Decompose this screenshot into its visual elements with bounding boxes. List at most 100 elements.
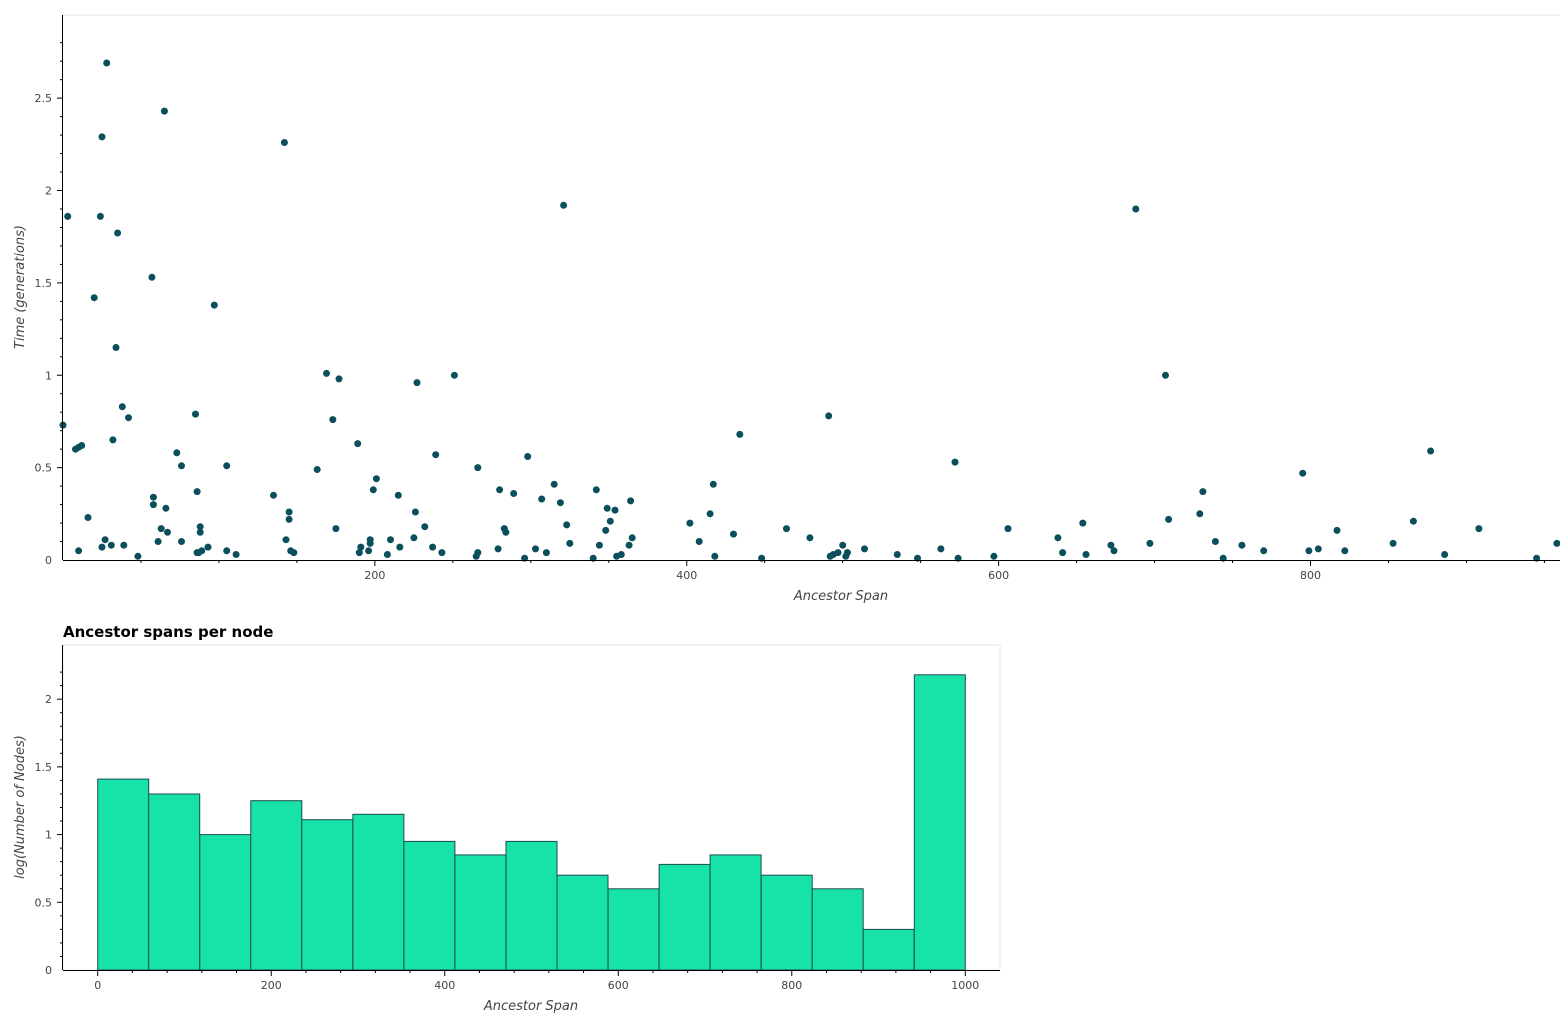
scatter-y-tick-label: 2.5 (35, 92, 53, 105)
scatter-point (1146, 539, 1154, 547)
histogram-y-tick-label: 2 (45, 693, 52, 706)
scatter-point (1054, 534, 1062, 542)
scatter-point (1299, 469, 1307, 477)
scatter-point (154, 538, 162, 545)
histogram-bar (148, 793, 201, 971)
scatter-point (1211, 538, 1219, 545)
scatter-point (627, 497, 635, 505)
scatter-point (611, 506, 619, 514)
scatter-point (178, 462, 185, 470)
histogram-y-axis-title: log(Number of Nodes) (13, 735, 28, 879)
scatter-x-tick-label: 600 (988, 569, 1009, 582)
histogram-y-tick-label: 0 (45, 964, 52, 977)
scatter-point (335, 375, 343, 383)
scatter-point (210, 301, 218, 309)
scatter-point (1260, 547, 1268, 555)
histogram-x-ticks: 0 200 400 600 800 1000 (94, 970, 979, 992)
scatter-point (387, 536, 394, 544)
scatter-point (825, 412, 833, 420)
scatter-point (695, 538, 703, 545)
histogram-bar (556, 874, 609, 971)
histogram-bar (301, 819, 354, 971)
scatter-point (178, 538, 185, 545)
scatter-point (149, 501, 157, 509)
scatter-point (323, 369, 330, 377)
scatter-point (118, 403, 126, 411)
scatter-point (1132, 205, 1140, 213)
scatter-point (204, 543, 212, 551)
scatter-point (107, 541, 115, 549)
scatter-point (198, 547, 206, 555)
scatter-point (1441, 551, 1449, 558)
scatter-point (413, 379, 421, 387)
scatter-point (556, 499, 564, 507)
histogram-bar (658, 863, 711, 971)
scatter-points (59, 59, 1560, 562)
scatter-point (162, 504, 170, 512)
histogram-y-ticks: 0 0.5 1 1.5 2 (35, 671, 63, 977)
scatter-x-ticks: 200 400 600 800 (140, 560, 1545, 582)
scatter-point (1110, 547, 1118, 555)
scatter-point (164, 528, 171, 536)
scatter-point (628, 534, 636, 542)
histogram-x-tick-label: 800 (781, 979, 802, 992)
scatter-point (843, 549, 851, 557)
scatter-point (223, 547, 231, 555)
scatter-point (1219, 554, 1227, 562)
scatter-point (90, 294, 98, 302)
scatter-point (1333, 526, 1341, 534)
scatter-point (1107, 541, 1115, 549)
scatter-point (990, 552, 998, 560)
scatter-point (64, 212, 72, 220)
scatter-point (474, 464, 482, 472)
scatter-point (595, 541, 603, 549)
scatter-point (730, 530, 737, 538)
scatter-point (75, 547, 83, 555)
histogram-y-tick-label: 0.5 (35, 896, 53, 909)
scatter-point (280, 139, 288, 146)
scatter-point (120, 541, 128, 549)
scatter-point (566, 539, 574, 547)
scatter-point (954, 554, 962, 562)
scatter-point (1162, 371, 1169, 379)
scatter-point (196, 528, 204, 536)
scatter-point (592, 486, 600, 494)
scatter-point (510, 490, 518, 497)
histogram-bar (607, 888, 660, 971)
scatter-point (563, 521, 571, 529)
scatter-point (232, 551, 240, 558)
scatter-point (285, 515, 293, 523)
scatter-point (1165, 515, 1173, 523)
scatter-point (109, 436, 117, 444)
scatter-point (1475, 525, 1483, 533)
scatter-point (914, 554, 921, 562)
histogram-bar (862, 928, 915, 971)
scatter-point (834, 549, 842, 557)
scatter-point (783, 525, 790, 533)
scatter-y-axis-title: Time (generations) (13, 225, 28, 349)
scatter-point (354, 440, 362, 448)
scatter-point (160, 107, 168, 115)
scatter-point (524, 453, 532, 460)
scatter-point (686, 519, 694, 527)
scatter-point (1082, 551, 1090, 558)
scatter-point (1427, 447, 1435, 455)
scatter-point (1059, 549, 1067, 557)
scatter-point (282, 536, 290, 544)
histogram-bar (760, 874, 813, 971)
scatter-point (101, 536, 109, 544)
scatter-point (84, 514, 92, 521)
scatter-point (1199, 488, 1207, 496)
scatter-point (285, 508, 293, 516)
scatter-point (223, 462, 231, 470)
scatter-point (410, 534, 418, 542)
scatter-point (114, 229, 122, 237)
scatter-point (196, 523, 204, 531)
scatter-point (861, 545, 868, 553)
scatter-point (432, 451, 440, 459)
scatter-point (429, 543, 437, 551)
scatter-point (411, 508, 419, 516)
histogram-x-tick-label: 0 (94, 979, 101, 992)
scatter-point (1341, 547, 1349, 555)
